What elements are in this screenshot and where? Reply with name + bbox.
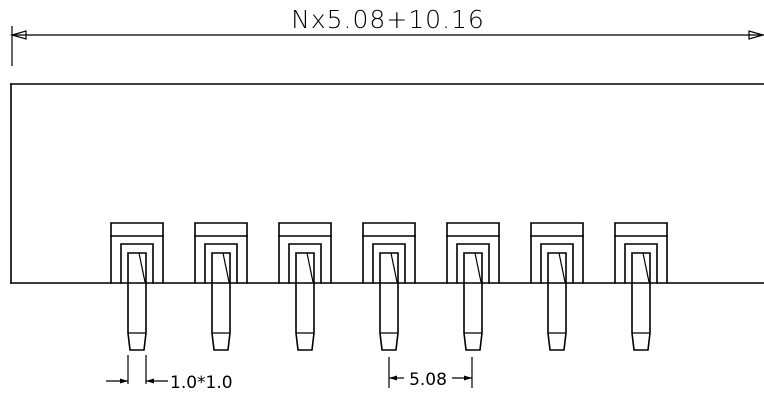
pin-inner-line xyxy=(222,252,230,283)
pin-socket-window xyxy=(372,243,406,284)
pin-body xyxy=(547,252,567,351)
pin-section-arrow-left xyxy=(120,378,128,384)
pin xyxy=(110,222,164,351)
pin xyxy=(614,222,668,351)
pin-socket-outline xyxy=(614,222,668,284)
pin-inner-line xyxy=(474,252,482,283)
pin-socket-window xyxy=(624,243,658,284)
pin-body xyxy=(127,252,147,351)
pin-socket-window xyxy=(288,243,322,284)
pin-socket-outline xyxy=(362,222,416,284)
pin xyxy=(278,222,332,351)
pin-socket-outline xyxy=(446,222,500,284)
arrowhead-right xyxy=(748,30,764,40)
pin-inner-line xyxy=(642,252,650,283)
overall-length-dimension: Nx5.08+10.16 xyxy=(9,5,764,66)
pin xyxy=(446,222,500,351)
arrowhead-left xyxy=(9,30,27,40)
pin xyxy=(530,222,584,351)
pin-socket-outline xyxy=(194,222,248,284)
pin-body xyxy=(211,252,231,351)
pin-inner-line xyxy=(138,252,146,283)
pin xyxy=(362,222,416,351)
pin-socket-outline xyxy=(278,222,332,284)
pin-inner-line xyxy=(390,252,398,283)
pin-section-dimension: 1.0*1.0 xyxy=(106,355,233,393)
housing-body xyxy=(10,83,764,284)
overall-length-label: Nx5.08+10.16 xyxy=(291,5,485,34)
pin-socket-window xyxy=(204,243,238,284)
pin-inner-line xyxy=(558,252,566,283)
pitch-label: 5.08 xyxy=(409,370,447,390)
pin-section-label: 1.0*1.0 xyxy=(170,373,233,393)
pin-inner-line xyxy=(306,252,314,283)
pitch-dimension: 5.08 xyxy=(388,357,473,390)
pin-body xyxy=(379,252,399,351)
pin-group xyxy=(110,222,668,351)
pin-socket-outline xyxy=(530,222,584,284)
pin-body xyxy=(295,252,315,351)
pin-socket-window xyxy=(120,243,154,284)
pitch-arrow-left xyxy=(389,375,397,381)
pitch-arrow-right xyxy=(464,375,472,381)
pin-body xyxy=(463,252,483,351)
pin-socket-outline xyxy=(110,222,164,284)
pin-socket-window xyxy=(456,243,490,284)
pin-body xyxy=(631,252,651,351)
pin-socket-window xyxy=(540,243,574,284)
pin-section-arrow-right xyxy=(146,378,154,384)
pin xyxy=(194,222,248,351)
